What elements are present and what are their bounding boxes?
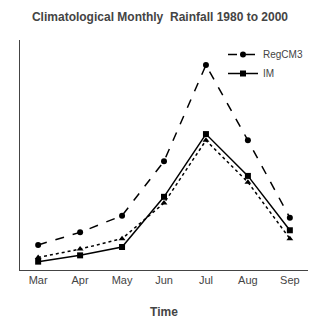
svg-text:Climatological Monthly Rainfa: Climatological Monthly Rainfall 1980 to … [32,10,288,24]
svg-text:RegCM3: RegCM3 [263,49,303,60]
svg-text:Jun: Jun [155,274,173,286]
svg-text:Mar: Mar [29,274,48,286]
svg-text:IM: IM [263,68,274,79]
svg-text:Apr: Apr [72,274,89,286]
svg-text:Time: Time [150,305,178,319]
svg-text:Aug: Aug [238,274,258,286]
svg-text:May: May [112,274,133,286]
svg-text:Sep: Sep [280,274,300,286]
svg-text:Jul: Jul [199,274,213,286]
